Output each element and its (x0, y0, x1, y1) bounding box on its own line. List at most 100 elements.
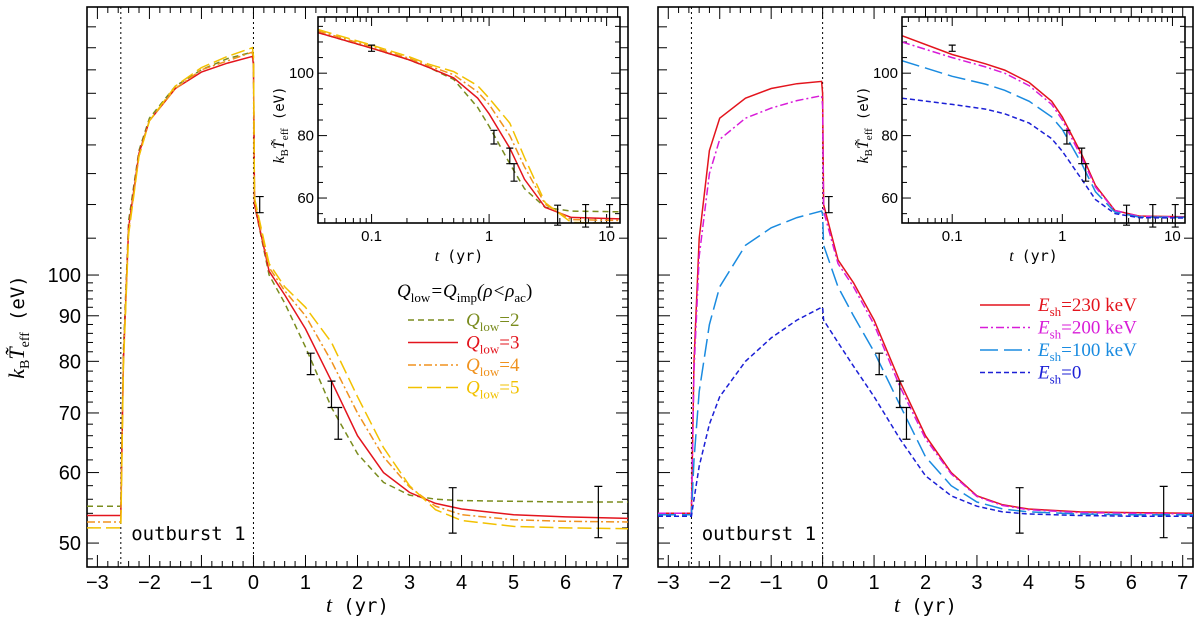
x-tick-label: −3 (86, 572, 109, 594)
x-tick-label: 7 (1177, 572, 1188, 594)
x-tick-label: −2 (708, 572, 731, 594)
error-bars (255, 195, 603, 539)
legend-label-3: Qlow=5 (466, 378, 519, 402)
inset-background (318, 17, 620, 223)
x-axis-label: t (yr) (894, 592, 957, 617)
error-bar (594, 485, 603, 539)
inset-x-tick-label: 10 (1164, 228, 1181, 245)
error-bars (824, 195, 1168, 539)
x-tick-label: −1 (760, 572, 783, 594)
inset-series-group (902, 34, 1185, 219)
inset-x-tick-label: 1 (1058, 228, 1066, 245)
x-axis-label: t (yr) (326, 592, 389, 617)
y-tick-label: 100 (48, 265, 81, 287)
x-tick-label: 6 (560, 572, 571, 594)
series-line-3 (87, 46, 628, 530)
x-tick-label: 6 (1126, 572, 1137, 594)
inset-x-label: t (yr) (435, 247, 484, 265)
inset-background (902, 17, 1185, 223)
inset-y-tick-label: 100 (289, 65, 314, 82)
inset-error-bar (1123, 204, 1131, 226)
inset-x-tick-label: 0.1 (361, 228, 382, 245)
inset-frame (317, 16, 621, 224)
error-bar (255, 195, 264, 214)
y-axis: 50 60 70 80 90 100 (48, 6, 628, 560)
outburst-annotation: outburst 1 (131, 523, 245, 545)
inset-series-line-2 (902, 59, 1185, 219)
inset-error-bar (554, 204, 562, 226)
inset-series-line-3 (902, 97, 1185, 219)
x-tick-label: 7 (612, 572, 623, 594)
inset-error-bar (510, 163, 518, 182)
inset-error-bar (490, 129, 498, 145)
x-tick-label: 2 (920, 572, 931, 594)
inset-y-axis: 60 80 100 (873, 25, 1185, 215)
inset-y-axis: 60 80 100 (289, 25, 620, 215)
x-tick-label: −2 (138, 572, 161, 594)
inset-error-bars (368, 44, 614, 228)
x-tick-label: −1 (190, 572, 213, 594)
x-axis: −3 −2 −1 0 1 2 3 4 5 6 7 (86, 7, 623, 594)
legend-label-2: Esh=100 keV (1037, 340, 1137, 364)
inset-series-group (318, 28, 620, 223)
x-tick-label: 0 (817, 572, 828, 594)
left-panel: −3 −2 −1 0 1 2 3 4 5 6 7 50 60 70 80 90 100 t (yr) kBT̃eff… (4, 6, 629, 617)
inset-error-bar (1063, 129, 1071, 145)
error-bar (902, 406, 911, 440)
inset-chart: 0.1 1 10 60 80 100 t (yr) kBT̃eff (eV) (270, 16, 621, 265)
inset-error-bar (1082, 163, 1090, 182)
right-panel: −3 −2 −1 0 1 2 3 4 5 6 7 t (yr) outburst 1 Esh=230 ke… (657, 6, 1194, 617)
inset-y-tick-label: 60 (881, 190, 898, 207)
legend-label-0: Esh=230 keV (1037, 295, 1137, 319)
inset-y-tick-label: 100 (873, 65, 898, 82)
outburst-annotation: outburst 1 (702, 523, 816, 545)
x-tick-label: 0 (248, 572, 259, 594)
inset-x-label: t (yr) (1009, 247, 1058, 265)
inset-frame (901, 16, 1186, 224)
inset-error-bar (948, 44, 956, 52)
error-bar (334, 406, 343, 440)
x-tick-label: 3 (971, 572, 982, 594)
inset-y-tick-label: 80 (881, 128, 898, 145)
inset-x-tick-label: 10 (598, 228, 615, 245)
series-line-1 (658, 94, 1193, 515)
y-tick-label: 60 (59, 463, 81, 485)
legend-label-0: Qlow=2 (466, 310, 519, 334)
error-bar (1015, 487, 1024, 534)
legend-title: Qlow=Qimp(ρ<ρac) (397, 281, 532, 305)
inset-y-label: kBT̃eff (eV) (270, 86, 291, 163)
error-bar (824, 195, 833, 214)
x-tick-label: 4 (1023, 572, 1034, 594)
y-tick-label: 90 (59, 306, 81, 328)
y-tick-label: 70 (59, 403, 81, 425)
x-tick-label: −3 (657, 572, 680, 594)
series-line-0 (87, 51, 628, 507)
inset-y-tick-label: 60 (297, 190, 314, 207)
series-line-2 (658, 210, 1193, 516)
inset-x-axis: 0.1 1 10 (907, 17, 1181, 245)
y-axis-label: kBT̃eff (eV) (4, 275, 33, 378)
series-group (658, 80, 1193, 517)
inset-x-tick-label: 1 (485, 228, 493, 245)
x-tick-label: 2 (352, 572, 363, 594)
error-bar (448, 487, 457, 534)
error-bar (1159, 485, 1168, 539)
error-bar (306, 352, 315, 376)
y-tick-label: 80 (59, 351, 81, 373)
inset-series-line-1 (902, 41, 1185, 218)
inset-error-bar (368, 44, 376, 52)
legend-label-3: Esh=0 (1037, 363, 1081, 387)
inset-series-line-0 (318, 31, 620, 213)
inset-y-tick-label: 80 (297, 128, 314, 145)
x-tick-label: 5 (508, 572, 519, 594)
y-tick-label: 50 (59, 533, 81, 555)
x-tick-label: 1 (868, 572, 879, 594)
inset-error-bars (948, 44, 1179, 228)
x-tick-label: 5 (1074, 572, 1085, 594)
x-axis: −3 −2 −1 0 1 2 3 4 5 6 7 (657, 7, 1188, 594)
inset-chart: 0.1 1 10 60 80 100 t (yr) kBT̃eff (eV) (854, 16, 1186, 265)
inset-x-tick-label: 0.1 (942, 228, 963, 245)
legend-label-1: Esh=200 keV (1037, 318, 1137, 342)
inset-series-line-1 (318, 31, 620, 220)
